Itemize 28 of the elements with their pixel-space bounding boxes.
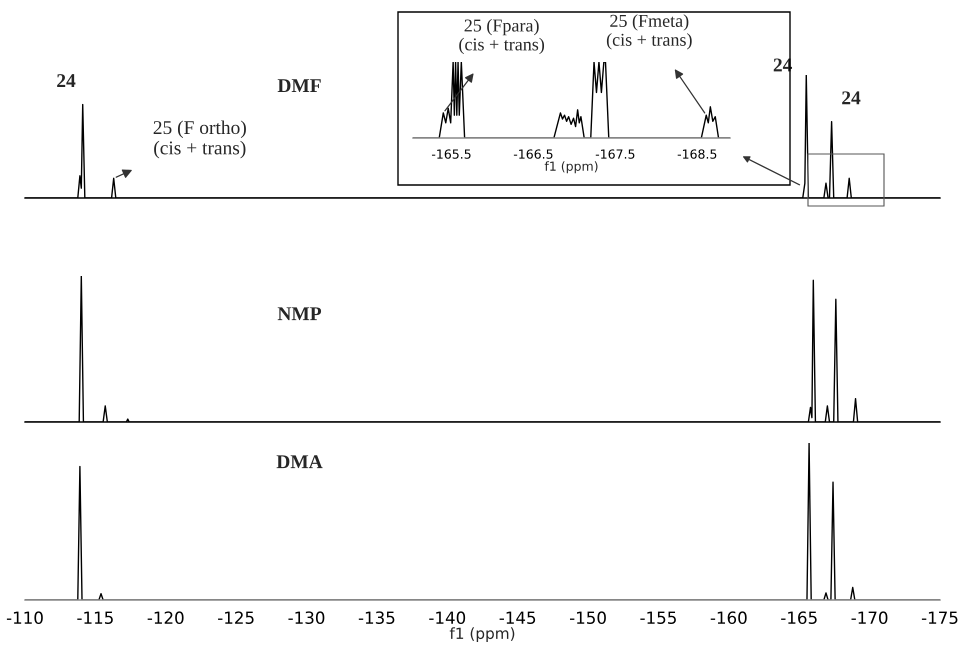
x-tick-label: -160 xyxy=(710,611,747,624)
x-tick-label: -115 xyxy=(77,612,113,624)
annotation: 24 xyxy=(57,74,76,87)
x-axis-title: f1 (ppm) xyxy=(544,161,598,174)
chart-title: DMF xyxy=(278,79,321,92)
chart-title: DMA xyxy=(276,455,323,468)
x-tick-label: -130 xyxy=(288,611,324,624)
x-tick-label: -166.5 xyxy=(514,149,552,159)
annotation: 24 xyxy=(842,91,860,104)
text: NMP xyxy=(278,307,322,320)
x-tick-label: -155 xyxy=(640,612,676,624)
x-tick-label: -140 xyxy=(429,611,466,624)
x-axis-title: f1 (ppm) xyxy=(450,627,514,642)
annotation: 25 (F ortho) (cis + trans) xyxy=(154,120,246,158)
x-tick-label: -125 xyxy=(218,611,254,624)
x-tick-label: -135 xyxy=(358,611,394,624)
x-tick-label: -168.5 xyxy=(678,149,716,159)
annotation: 25 (Fmeta) (cis + trans) xyxy=(606,14,692,50)
x-tick-label: -150 xyxy=(570,611,606,624)
x-tick-label: -120 xyxy=(148,611,184,624)
x-tick-label: -165.5 xyxy=(432,149,471,159)
x-tick-label: -170 xyxy=(852,611,888,624)
x-tick-label: -165 xyxy=(781,611,817,624)
x-tick-label: -145 xyxy=(500,612,536,624)
x-tick-label: -110 xyxy=(6,611,43,624)
x-tick-label: -175 xyxy=(922,612,958,624)
annotation: 25 (Fpara) (cis + trans) xyxy=(459,18,544,54)
x-tick-label: -167.5 xyxy=(596,149,634,159)
